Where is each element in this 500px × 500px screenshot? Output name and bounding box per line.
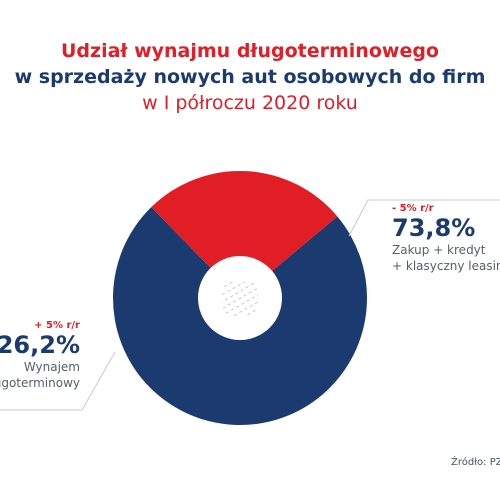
chart-title-line-2: w sprzedaży nowych aut osobowych do firm	[14, 66, 486, 88]
chart-title-line-3: w I półroczu 2020 roku	[142, 92, 358, 114]
rental-desc-line-1: Wynajem	[23, 360, 80, 374]
purchase-change: - 5% r/r	[392, 203, 434, 214]
chart-title-line-1: Udział wynajmu długoterminowego	[61, 40, 439, 62]
leader-line-purchase	[348, 199, 500, 237]
purchase-desc-line-2: + klasyczny leasing	[392, 259, 500, 273]
slice-label-rental: + 5% r/r 26,2% Wynajem długoterminowy	[0, 320, 80, 391]
rental-change: + 5% r/r	[34, 320, 80, 331]
rental-desc-line-2: długoterminowy	[0, 376, 80, 390]
slice-rental	[151, 171, 338, 298]
purchase-desc-line-1: Zakup + kredyt	[392, 243, 486, 257]
leader-line-rental	[0, 351, 116, 411]
rental-value: 26,2%	[0, 331, 80, 359]
leader-lines	[0, 199, 500, 411]
slice-label-purchase: - 5% r/r 73,8% Zakup + kredyt + klasyczn…	[392, 203, 500, 274]
source-note: Źródło: PZWLP	[451, 457, 500, 468]
hatch-icon	[222, 282, 258, 316]
purchase-value: 73,8%	[392, 214, 476, 242]
